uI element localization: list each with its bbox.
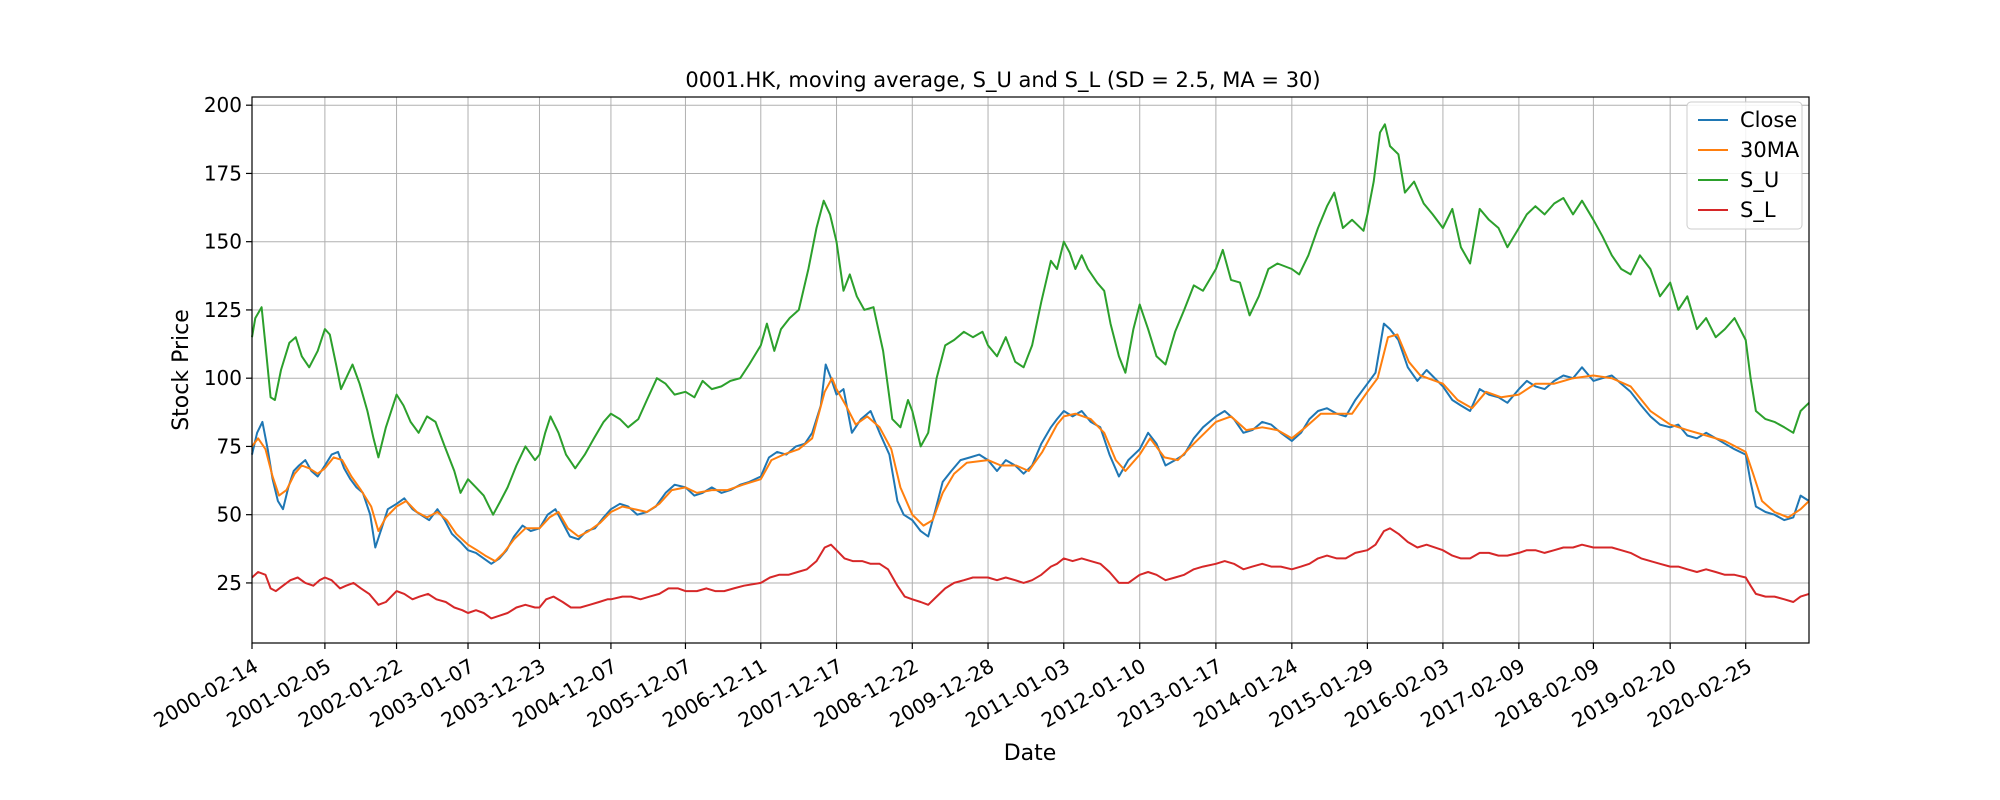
y-tick-label: 200 [204,93,242,117]
legend-label: 30MA [1740,138,1800,162]
legend-label: Close [1740,108,1797,132]
y-tick-label: 75 [217,434,242,458]
legend-label: S_U [1740,168,1779,193]
series-lines [251,123,1810,620]
series-line-close [251,322,1810,565]
y-tick-label: 125 [204,298,242,322]
legend-entries: Close 30MA S_U S_L [1698,108,1800,223]
y-tick-label: 150 [204,230,242,254]
plot-area [251,96,1810,644]
legend-label: S_L [1740,198,1776,223]
series-line-s-u [251,123,1810,516]
y-tick-label: 25 [217,571,242,595]
y-tick-label: 175 [204,161,242,185]
y-axis-label: Stock Price [169,309,194,431]
series-line-30ma [251,333,1810,563]
legend-box [1686,101,1803,230]
chart-title: 0001.HK, moving average, S_U and S_L (SD… [685,68,1320,93]
plot-frame [251,96,1810,644]
y-tick-label: 100 [204,366,242,390]
x-axis-label: Date [1004,741,1057,766]
y-tick-label: 50 [217,503,242,527]
y-axis: 25 50 75 100 125 150 175 200 [204,93,252,595]
legend: Close 30MA S_U S_L [1686,101,1803,230]
series-line-s-l [251,527,1810,620]
